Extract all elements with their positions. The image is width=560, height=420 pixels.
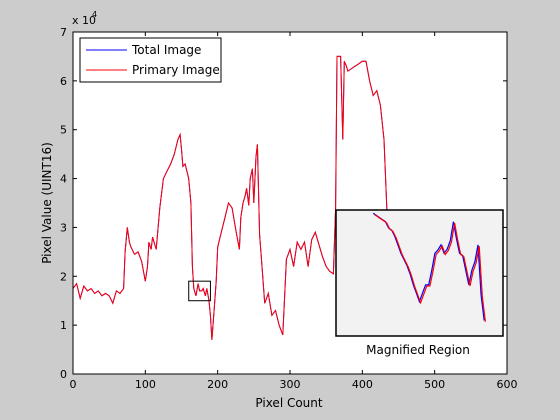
- x-tick-label: 600: [497, 378, 518, 391]
- x-axis-ticks: 0 100 200 300 400 500 600: [70, 32, 518, 391]
- plot-lines: [72, 55, 392, 340]
- x-tick-label: 500: [424, 378, 445, 391]
- y-tick-label: 3: [60, 221, 67, 234]
- legend: Total Image Primary Image: [79, 37, 222, 83]
- x-tick-label: 400: [352, 378, 373, 391]
- x-tick-label: 300: [280, 378, 301, 391]
- y-tick-label: 2: [60, 270, 67, 283]
- inset-frame: [335, 209, 504, 337]
- y-exponent-label: x 10: [72, 14, 96, 27]
- y-exponent: 4: [92, 10, 97, 19]
- x-tick-label: 0: [70, 378, 77, 391]
- inset-label: Magnified Region: [366, 343, 470, 357]
- legend-label-total: Total Image: [131, 43, 201, 57]
- y-tick-label: 7: [60, 26, 67, 39]
- y-axis-ticks: 0 1 2 3 4 5 6 7: [60, 26, 507, 381]
- x-axis-label: Pixel Count: [255, 396, 323, 410]
- y-tick-label: 0: [60, 368, 67, 381]
- legend-box: [79, 37, 222, 83]
- x-tick-label: 200: [207, 378, 228, 391]
- x-tick-label: 100: [135, 378, 156, 391]
- inset-line-primary-image: [374, 214, 486, 322]
- magnified-inset: Magnified Region: [335, 209, 504, 357]
- y-tick-label: 1: [60, 319, 67, 332]
- y-tick-label: 5: [60, 124, 67, 137]
- zoom-region-box: [188, 280, 211, 302]
- axes-frame: [72, 31, 508, 375]
- y-tick-label: 4: [60, 173, 67, 186]
- legend-label-primary: Primary Image: [132, 63, 220, 77]
- y-tick-label: 6: [60, 75, 67, 88]
- y-axis-label: Pixel Value (UINT16): [40, 142, 54, 264]
- series-line-primary-image: [72, 55, 392, 340]
- inset-lines: [372, 212, 486, 322]
